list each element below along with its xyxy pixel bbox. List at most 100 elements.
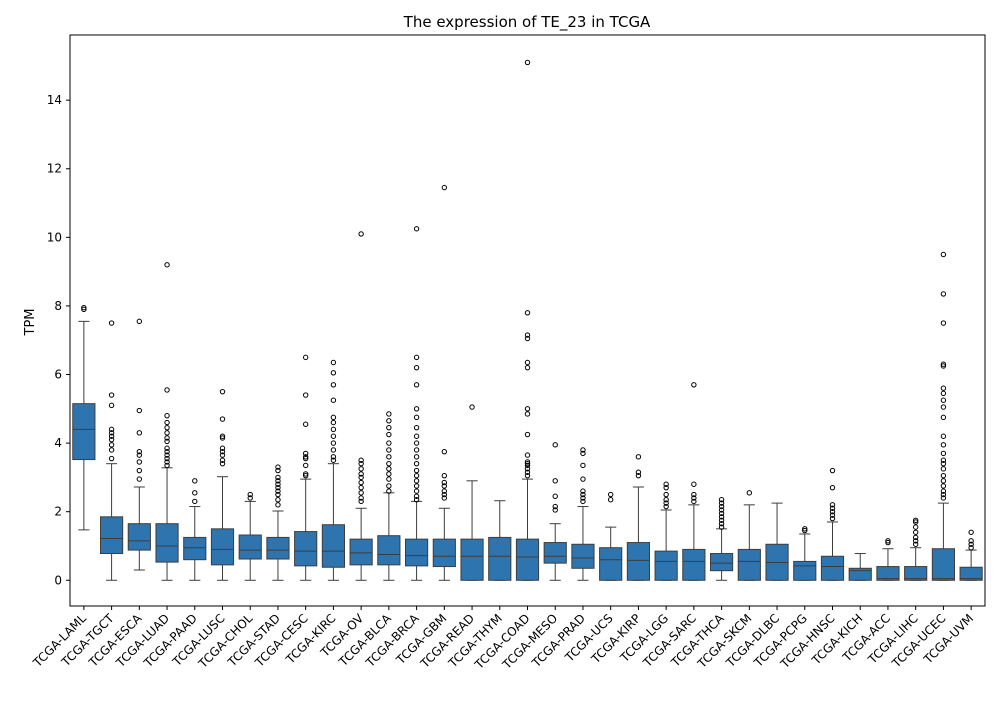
box: [460, 538, 484, 581]
outlier-point: [275, 484, 281, 491]
y-tick-label: 2: [54, 505, 62, 519]
outlier-point: [330, 433, 337, 439]
outlier-point: [219, 416, 226, 422]
outlier-point: [330, 426, 337, 433]
outlier-point: [635, 454, 642, 460]
box-group: [72, 304, 96, 531]
outlier-point: [829, 484, 836, 491]
outlier-point: [940, 291, 947, 297]
outlier-point: [940, 488, 947, 494]
outlier-point: [524, 359, 531, 366]
outlier-point: [524, 431, 531, 438]
outlier-point: [691, 491, 697, 498]
box-group: [599, 491, 623, 581]
outlier-point: [275, 491, 281, 498]
box-group: [127, 318, 151, 571]
outlier-point: [413, 496, 420, 503]
outlier-point: [607, 491, 614, 498]
y-tick-label: 10: [47, 230, 62, 244]
outlier-point: [386, 483, 392, 489]
outlier-point: [940, 442, 947, 448]
outlier-point: [413, 478, 420, 484]
box: [571, 543, 595, 569]
outlier-point: [136, 467, 143, 474]
box-group: [904, 517, 928, 581]
outlier-point: [330, 419, 337, 426]
outlier-point: [524, 406, 531, 412]
outlier-point: [219, 457, 226, 463]
outlier-point: [219, 388, 226, 395]
outlier-point: [940, 457, 947, 463]
outlier-point: [108, 436, 115, 443]
outlier-point: [441, 479, 448, 486]
box-group: [654, 481, 678, 581]
outlier-point: [136, 448, 143, 455]
outlier-point: [358, 495, 364, 501]
box: [599, 547, 623, 581]
outlier-point: [358, 490, 364, 496]
box: [654, 550, 678, 581]
outlier-point: [829, 508, 836, 515]
outlier-point: [607, 496, 614, 503]
outlier-point: [164, 438, 170, 445]
outlier-point: [164, 262, 170, 268]
outlier-point: [552, 478, 558, 484]
outlier-point: [108, 455, 115, 462]
outlier-point: [580, 447, 586, 453]
outlier-point: [136, 452, 143, 458]
box: [127, 523, 151, 551]
outlier-point: [524, 472, 531, 479]
outlier-point: [413, 493, 420, 499]
y-axis: 0 2 4 6 8 10 12 14: [47, 93, 70, 587]
outlier-point: [108, 426, 115, 433]
outlier-point: [912, 519, 919, 525]
outlier-point: [386, 488, 392, 494]
y-axis-label: TPM: [23, 309, 38, 337]
outlier-point: [413, 424, 420, 431]
box: [848, 567, 872, 581]
outlier-point: [940, 433, 947, 439]
outlier-point: [413, 447, 420, 453]
outlier-point: [580, 488, 586, 494]
outlier-point: [968, 529, 974, 535]
outlier-point: [524, 466, 531, 472]
outlier-point: [386, 418, 392, 424]
outlier-point: [275, 496, 281, 503]
box-group: [626, 454, 650, 581]
outlier-point: [663, 481, 669, 487]
outlier-point: [302, 455, 309, 462]
box-group: [543, 442, 567, 581]
outlier-point: [940, 466, 947, 472]
box-group: [100, 320, 124, 581]
outlier-point: [829, 505, 836, 511]
box: [793, 560, 817, 581]
outlier-point: [441, 491, 448, 498]
outlier-point: [413, 467, 420, 474]
outlier-point: [441, 483, 448, 489]
outlier-point: [441, 472, 448, 479]
box-group: [155, 262, 179, 581]
outlier-point: [164, 455, 170, 462]
outlier-point: [192, 498, 198, 505]
outlier-point: [358, 231, 364, 237]
outlier-point: [219, 433, 226, 439]
outlier-point: [524, 459, 531, 465]
box: [710, 553, 734, 572]
outlier-point: [940, 495, 947, 501]
outlier-point: [108, 430, 115, 436]
outlier-point: [940, 390, 947, 397]
box-group: [294, 354, 318, 581]
box-group: [183, 478, 207, 581]
outlier-point: [912, 534, 919, 541]
box: [405, 538, 429, 567]
box-group: [931, 251, 955, 581]
outlier-point: [552, 503, 558, 510]
outlier-point: [164, 435, 170, 441]
outlier-point: [718, 510, 725, 517]
outlier-point: [912, 524, 919, 530]
outlier-point: [413, 406, 420, 412]
outlier-point: [940, 414, 947, 421]
outlier-point: [136, 407, 143, 414]
